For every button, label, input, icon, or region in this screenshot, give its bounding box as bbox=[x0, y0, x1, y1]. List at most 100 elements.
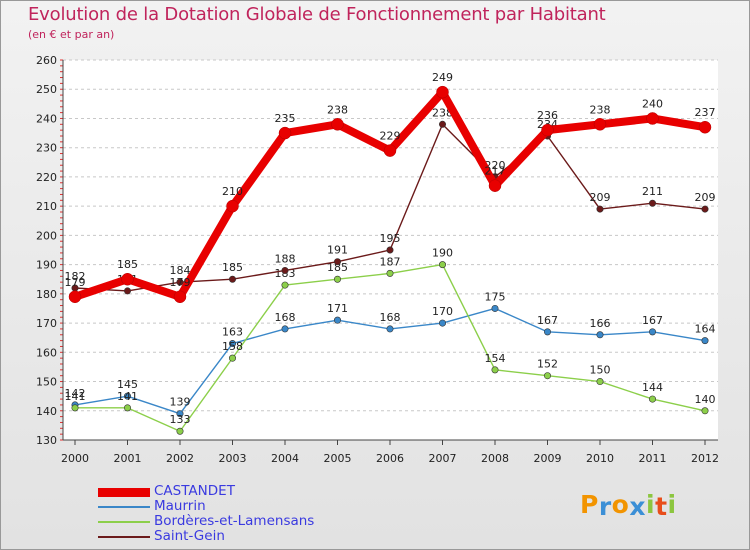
series-maurrin: 142 145 139 163 168 171 168 170 175 167 166 167 164 bbox=[65, 290, 716, 418]
data-point bbox=[383, 144, 397, 157]
x-tick-label: 2010 bbox=[586, 452, 614, 465]
data-point bbox=[386, 246, 394, 254]
data-point bbox=[701, 407, 709, 415]
data-label: 166 bbox=[590, 317, 611, 330]
chart-subtitle: (en € et par an) bbox=[28, 28, 115, 41]
data-label: 133 bbox=[170, 413, 191, 426]
data-point bbox=[596, 331, 604, 339]
data-label: 175 bbox=[485, 290, 506, 303]
x-tick-label: 2009 bbox=[534, 452, 562, 465]
logo-letter: x bbox=[629, 492, 646, 521]
legend-label: Bordères-et-Lamensans bbox=[154, 513, 315, 529]
data-label: 150 bbox=[590, 364, 611, 377]
logo-letter: P bbox=[580, 490, 599, 519]
data-label: 191 bbox=[327, 244, 348, 257]
y-tick-label: 190 bbox=[36, 259, 57, 272]
data-point bbox=[176, 427, 184, 435]
data-label: 179 bbox=[65, 276, 86, 289]
data-point bbox=[593, 118, 607, 131]
y-tick-label: 230 bbox=[36, 142, 57, 155]
data-label: 195 bbox=[380, 232, 401, 245]
data-point bbox=[436, 85, 449, 99]
data-label: 229 bbox=[380, 130, 401, 143]
data-label: 210 bbox=[222, 185, 243, 198]
data-point bbox=[278, 126, 292, 140]
data-label: 141 bbox=[117, 390, 138, 403]
y-tick-label: 150 bbox=[36, 376, 57, 389]
data-point bbox=[333, 258, 341, 266]
data-point bbox=[176, 410, 184, 418]
data-label: 185 bbox=[327, 261, 348, 274]
data-point bbox=[68, 290, 82, 304]
data-point bbox=[281, 281, 289, 289]
x-tick-label: 2011 bbox=[639, 452, 667, 465]
data-point bbox=[491, 304, 499, 312]
data-point bbox=[229, 354, 237, 362]
data-point bbox=[226, 199, 239, 213]
data-label: 188 bbox=[275, 252, 296, 265]
data-label: 182 bbox=[65, 270, 86, 283]
data-label: 170 bbox=[432, 305, 453, 318]
data-point bbox=[121, 272, 134, 286]
data-point bbox=[698, 120, 712, 134]
logo-letter: o bbox=[611, 490, 630, 519]
data-label: 238 bbox=[590, 103, 611, 116]
x-tick-label: 2007 bbox=[429, 452, 457, 465]
y-tick-label: 260 bbox=[36, 54, 57, 67]
x-tick-label: 2012 bbox=[691, 452, 719, 465]
y-tick-label: 200 bbox=[36, 229, 57, 242]
data-label: 140 bbox=[695, 393, 716, 406]
legend-label: Saint-Gein bbox=[154, 528, 225, 544]
data-point bbox=[333, 316, 341, 324]
data-label: 168 bbox=[380, 311, 401, 324]
y-tick-label: 220 bbox=[36, 171, 57, 184]
y-tick-label: 240 bbox=[36, 112, 57, 125]
data-label: 209 bbox=[695, 191, 716, 204]
data-point bbox=[701, 205, 709, 213]
data-label: 158 bbox=[222, 340, 243, 353]
proxiti-logo: Proxiti bbox=[580, 490, 677, 521]
data-label: 154 bbox=[485, 352, 506, 365]
data-point bbox=[701, 337, 709, 345]
x-tick-label: 2003 bbox=[219, 452, 247, 465]
data-label: 171 bbox=[327, 302, 348, 315]
line-chart: 130 140 150 160 170 180 190 200 210 220 230 240 250 2… bbox=[36, 54, 719, 465]
data-label: 163 bbox=[222, 326, 243, 339]
data-point bbox=[646, 112, 659, 125]
data-point bbox=[541, 123, 554, 137]
data-point bbox=[124, 392, 132, 400]
data-label: 190 bbox=[432, 247, 453, 260]
y-tick-label: 130 bbox=[36, 434, 57, 447]
data-point bbox=[176, 278, 184, 286]
data-point bbox=[331, 118, 344, 131]
data-label: 145 bbox=[117, 378, 138, 391]
x-tick-label: 2004 bbox=[271, 452, 299, 465]
data-label: 167 bbox=[537, 314, 558, 327]
y-tick-label: 140 bbox=[36, 405, 57, 418]
data-label: 187 bbox=[380, 255, 401, 268]
legend-label: CASTANDET bbox=[154, 483, 235, 499]
data-point bbox=[596, 205, 604, 213]
data-point bbox=[648, 328, 656, 336]
data-label: 235 bbox=[275, 112, 296, 125]
data-label: 167 bbox=[642, 314, 663, 327]
y-tick-label: 160 bbox=[36, 346, 57, 359]
logo-letter: i bbox=[646, 490, 656, 519]
data-label: 185 bbox=[222, 261, 243, 274]
logo-letter: t bbox=[655, 492, 668, 521]
data-point bbox=[124, 404, 132, 412]
data-label: 184 bbox=[170, 264, 191, 277]
data-point bbox=[438, 319, 446, 327]
data-label: 152 bbox=[537, 358, 558, 371]
x-tick-label: 2006 bbox=[376, 452, 404, 465]
data-point bbox=[281, 325, 289, 333]
data-label: 217 bbox=[485, 165, 506, 178]
legend-swatch bbox=[98, 506, 150, 508]
data-point bbox=[648, 199, 656, 207]
data-point bbox=[488, 179, 502, 192]
data-label: 139 bbox=[170, 396, 191, 409]
x-tick-label: 2008 bbox=[481, 452, 509, 465]
data-point bbox=[229, 340, 237, 348]
data-point bbox=[229, 275, 237, 283]
data-label: 209 bbox=[590, 191, 611, 204]
